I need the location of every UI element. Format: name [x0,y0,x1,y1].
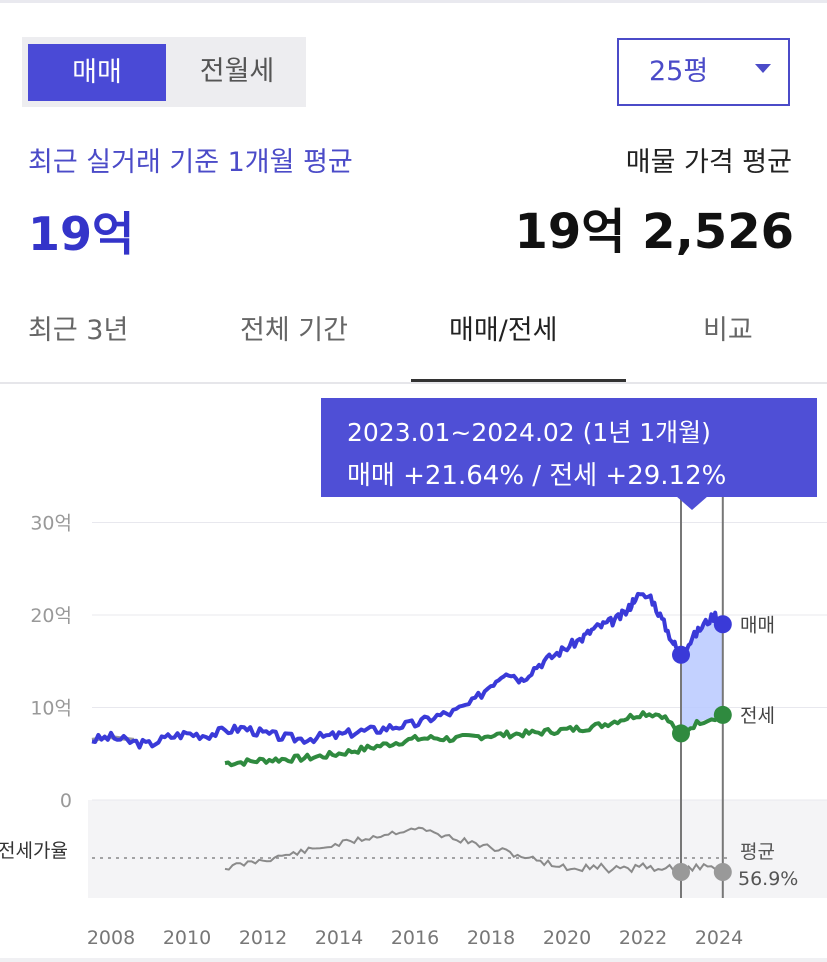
y-tick-label: 30억 [30,513,72,535]
x-tick-label: 2008 [87,927,135,949]
sale-start-dot [672,645,690,664]
recent-price-value: 19억 [28,207,135,261]
trade-type-sale-button[interactable]: 매매 [28,44,166,101]
y-axis-labels: 0 10억 20억 30억 [30,513,72,813]
x-tick-label: 2010 [163,927,211,949]
jeonse-end-dot [713,705,732,724]
listing-price-label: 매물 가격 평균 [625,147,792,178]
sale-end-dot [713,615,732,634]
jeonse-series-label: 전세 [740,705,775,727]
top-border [0,0,827,3]
trade-type-rent-button[interactable]: 전월세 [199,56,275,87]
ratio-average-label: 평균 [740,841,775,863]
ratio-panel-bg [88,800,827,898]
tab-divider [0,382,827,384]
ratio-average-value: 56.9% [738,868,798,890]
tab-recent-3-years[interactable]: 최근 3년 [28,315,129,346]
size-select-value: 25평 [649,56,709,87]
x-tick-label: 2012 [239,927,287,949]
tooltip-date-range: 2023.01~2024.02 (1년 1개월) [347,418,711,447]
period-change-tooltip: 2023.01~2024.02 (1년 1개월) 매매 +21.64% / 전세… [321,398,817,497]
ratio-start-dot [672,863,690,881]
jeonse-ratio-line [224,826,724,874]
x-axis-labels: 2008 2010 2012 2014 2016 2018 2020 2022 2024 [87,927,743,949]
tooltip-change-rates: 매매 +21.64% / 전세 +29.12% [347,461,727,491]
jeonse-series-line [224,710,724,768]
tab-compare[interactable]: 비교 [703,315,753,346]
sale-series-label: 매매 [740,614,775,636]
jeonse-start-dot [672,724,690,743]
x-tick-label: 2016 [391,927,439,949]
listing-price-value: 19억 2,526 [514,204,795,260]
chevron-down-icon [755,64,771,73]
y-tick-label: 20억 [30,605,72,627]
active-tab-indicator [411,379,626,382]
ratio-panel-label: 전세가율 [0,840,68,862]
tab-sale-jeonse[interactable]: 매매/전세 [449,315,558,346]
recent-price-label: 최근 실거래 기준 1개월 평균 [28,147,353,178]
size-select[interactable]: 25평 [617,38,790,106]
x-tick-label: 2018 [467,927,515,949]
y-tick-label: 0 [60,790,72,812]
bottom-border [0,958,827,962]
x-tick-label: 2022 [619,927,667,949]
tooltip-arrow [676,496,708,510]
trade-type-toggle: 매매 전월세 [22,37,306,107]
y-tick-label: 10억 [30,698,72,720]
sale-series-line [91,591,725,750]
x-tick-label: 2024 [695,927,743,949]
x-tick-label: 2014 [315,927,363,949]
x-tick-label: 2020 [543,927,591,949]
tab-full-period[interactable]: 전체 기간 [240,315,348,346]
ratio-end-dot [713,863,732,881]
